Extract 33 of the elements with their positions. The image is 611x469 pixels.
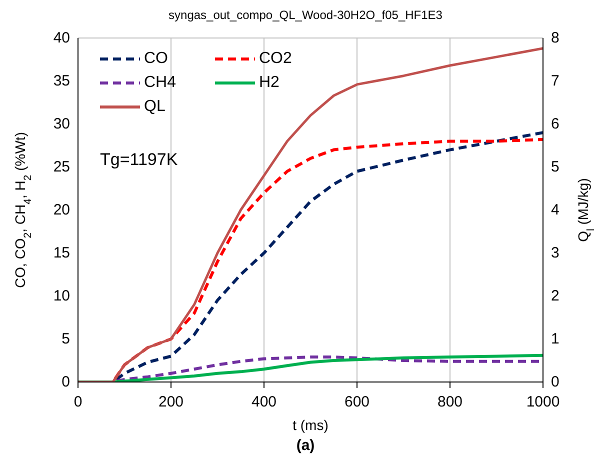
y2-tick-label: 4 xyxy=(551,202,560,218)
x-tick-label: 800 xyxy=(437,394,463,411)
y2-tick-label: 6 xyxy=(551,116,560,132)
chart-title: syngas_out_compo_QL_Wood-30H2O_f05_HF1E3 xyxy=(168,8,444,22)
legend-label: CO xyxy=(144,50,168,68)
y-tick-label: 0 xyxy=(62,374,70,390)
y2-tick-label: 1 xyxy=(551,330,560,348)
y2-tick-label: 3 xyxy=(551,244,560,262)
y2-tick-label: 5 xyxy=(551,158,560,176)
annotation: Tg=1197K xyxy=(100,150,178,170)
x-axis-title: t (ms) xyxy=(292,417,328,433)
y2-tick-label: 8 xyxy=(551,30,560,46)
x-tick-label: 1000 xyxy=(526,394,560,411)
legend-label: QL xyxy=(144,98,166,116)
y-tick-label: 30 xyxy=(53,116,70,132)
legend-label: CO2 xyxy=(259,50,292,68)
y-tick-label: 35 xyxy=(53,72,70,90)
x-tick-label: 200 xyxy=(158,394,184,411)
x-tick-label: 0 xyxy=(74,394,82,411)
y2-tick-label: 2 xyxy=(551,288,560,304)
x-tick-label: 600 xyxy=(344,394,370,411)
y-tick-label: 40 xyxy=(53,30,70,46)
y-tick-label: 5 xyxy=(62,330,70,348)
text: (a) xyxy=(295,437,316,454)
y-tick-label: 10 xyxy=(53,288,70,304)
y2-tick-label: 7 xyxy=(551,72,560,90)
x-tick-label: 400 xyxy=(251,394,277,411)
legend-label: H2 xyxy=(259,74,280,92)
y-tick-label: 20 xyxy=(53,202,70,218)
y-tick-label: 25 xyxy=(53,158,70,176)
legend-label: CH4 xyxy=(144,74,176,92)
y-tick-label: 15 xyxy=(53,244,70,262)
y2-tick-label: 0 xyxy=(551,374,560,390)
